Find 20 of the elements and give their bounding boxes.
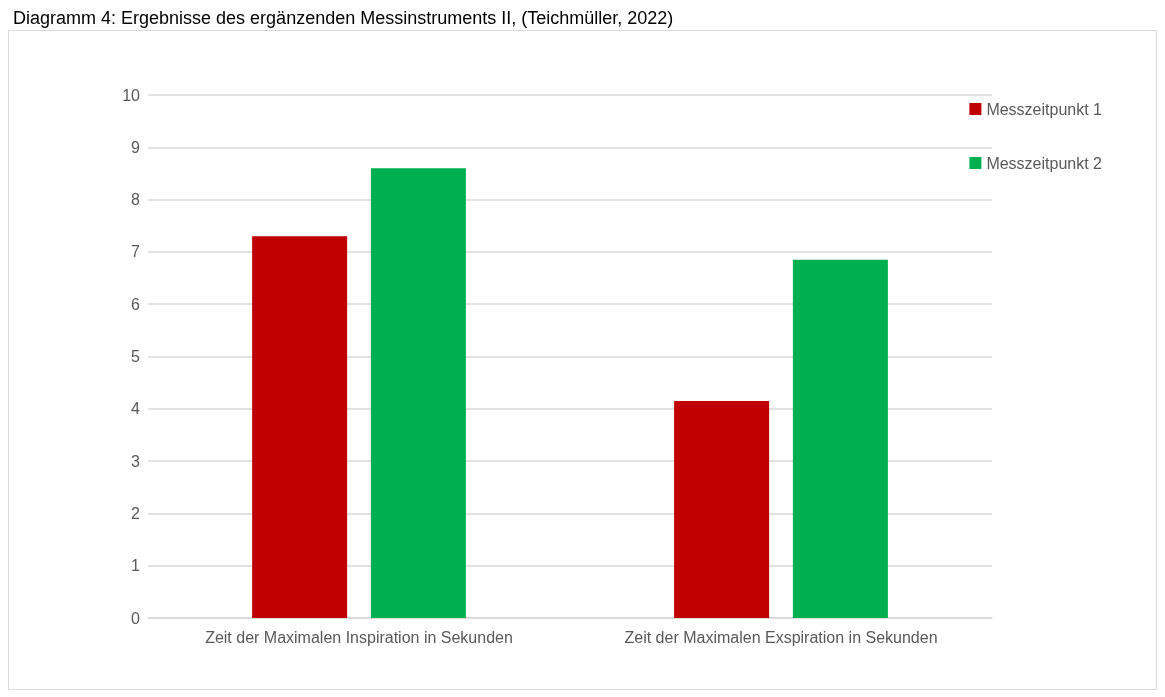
legend-label: Messzeitpunkt 2 (986, 154, 1103, 172)
bar (370, 168, 466, 618)
y-tick-label: 9 (131, 138, 141, 156)
bar (792, 259, 888, 618)
legend-label: Messzeitpunkt 1 (986, 100, 1103, 118)
y-tick-label: 1 (131, 557, 141, 575)
y-tick-label: 8 (131, 191, 141, 209)
y-tick-label: 4 (131, 400, 141, 418)
y-tick-label: 6 (131, 295, 141, 313)
chart-title: Diagramm 4: Ergebnisse des ergänzenden Messinstruments II, (Teichmüller, 2022) (13, 8, 674, 28)
y-tick-label: 5 (131, 348, 141, 365)
y-tick-label: 2 (131, 504, 141, 522)
x-tick-label: Zeit der Maximalen Exspiration in Sekunden (624, 629, 938, 646)
y-tick-label: 7 (131, 243, 141, 261)
y-tick-label: 3 (131, 452, 141, 470)
bar (674, 400, 770, 618)
y-tick-label: 0 (131, 609, 141, 627)
bar (252, 236, 348, 618)
y-tick-label: 10 (122, 86, 141, 104)
x-tick-label: Zeit der Maximalen Inspiration in Sekunden (205, 629, 513, 646)
